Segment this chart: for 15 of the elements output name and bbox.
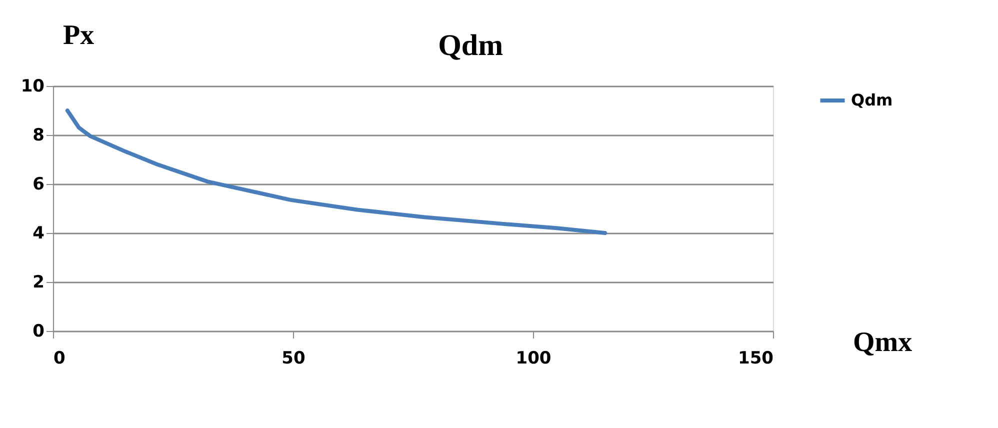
y-axis-title: Px [63,20,94,51]
chart-title: Qdm [438,29,504,62]
y-tick-label: 4 [32,224,45,244]
x-tick-label: 100 [516,348,552,368]
x-axis-title: Qmx [853,327,912,358]
x-tick-label: 0 [54,348,66,368]
y-tick-label: 10 [20,76,45,96]
x-tick-label: 50 [282,348,306,368]
legend-label: Qdm [851,90,893,110]
line-series [65,108,607,235]
y-tick-label: 0 [32,322,45,342]
y-tick-label: 2 [32,272,44,292]
x-tick-label: 150 [738,348,774,368]
y-tick-label: 6 [32,174,44,194]
y-tick-label: 8 [32,126,44,146]
